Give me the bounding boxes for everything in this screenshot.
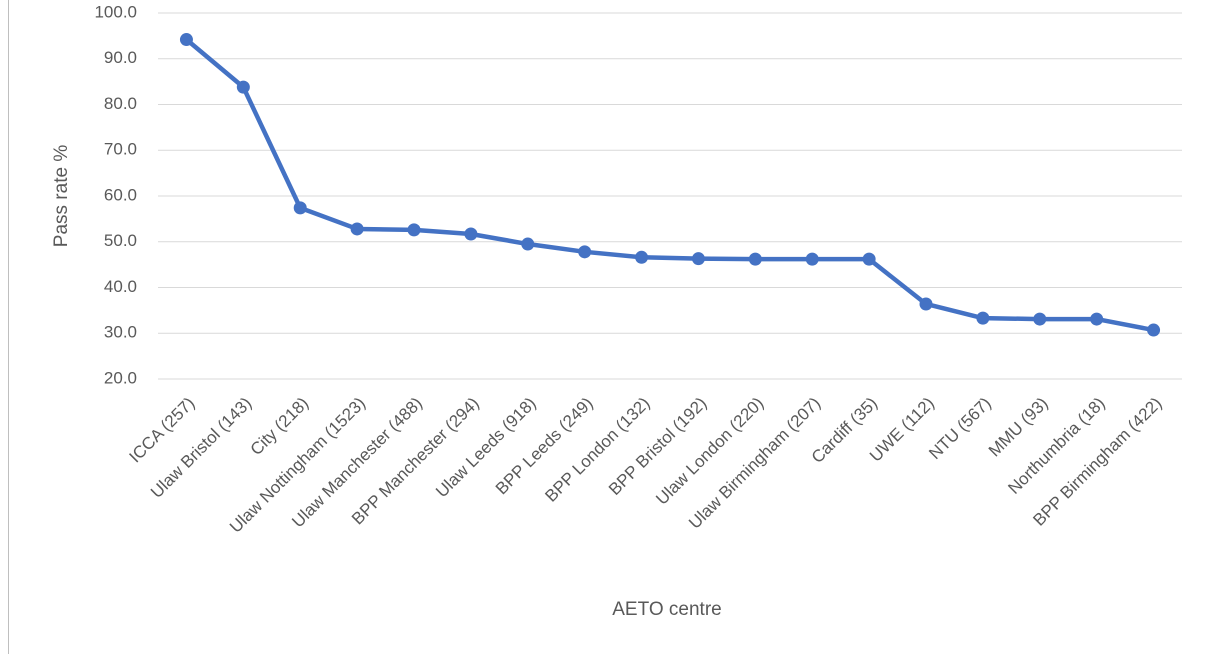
data-point bbox=[236, 80, 250, 94]
y-axis-title: Pass rate % bbox=[51, 145, 72, 248]
x-axis-title: AETO centre bbox=[612, 599, 721, 620]
data-point bbox=[464, 227, 478, 241]
data-point bbox=[1090, 312, 1104, 326]
data-point bbox=[862, 252, 876, 266]
x-tick-label: BPP London (132) bbox=[541, 394, 653, 506]
data-point bbox=[521, 237, 535, 251]
y-tick-label: 40.0 bbox=[104, 277, 137, 296]
y-tick-label: 70.0 bbox=[104, 140, 137, 159]
data-point bbox=[1033, 312, 1047, 326]
data-point bbox=[919, 297, 933, 311]
y-tick-label: 100.0 bbox=[94, 2, 137, 21]
data-point bbox=[179, 33, 193, 47]
data-point bbox=[691, 252, 705, 266]
x-tick-label: Ulaw London (220) bbox=[652, 394, 767, 509]
data-point bbox=[578, 245, 592, 259]
y-tick-label: 90.0 bbox=[104, 48, 137, 67]
y-tick-label: 30.0 bbox=[104, 323, 137, 342]
data-point bbox=[293, 201, 307, 215]
data-line bbox=[185, 37, 1154, 333]
y-tick-label: 60.0 bbox=[104, 185, 137, 204]
x-tick-label: BPP Bristol (192) bbox=[605, 394, 710, 499]
data-point bbox=[976, 311, 990, 325]
data-point bbox=[748, 252, 762, 266]
data-point bbox=[635, 250, 649, 264]
x-tick-label: Ulaw Bristol (143) bbox=[147, 394, 255, 502]
data-point bbox=[407, 223, 421, 237]
x-tick-label: Ulaw Leeds (918) bbox=[432, 394, 540, 502]
data-point bbox=[1147, 323, 1161, 337]
y-tick-label: 20.0 bbox=[104, 368, 137, 387]
data-point bbox=[805, 252, 819, 266]
x-tick-label: Northumbria (18) bbox=[1004, 394, 1108, 498]
x-tick-label: NTU (567) bbox=[925, 394, 995, 464]
y-tick-label: 50.0 bbox=[104, 231, 137, 250]
y-tick-label: 80.0 bbox=[104, 94, 137, 113]
x-tick-label: BPP Leeds (249) bbox=[492, 394, 597, 499]
data-point bbox=[350, 222, 364, 236]
